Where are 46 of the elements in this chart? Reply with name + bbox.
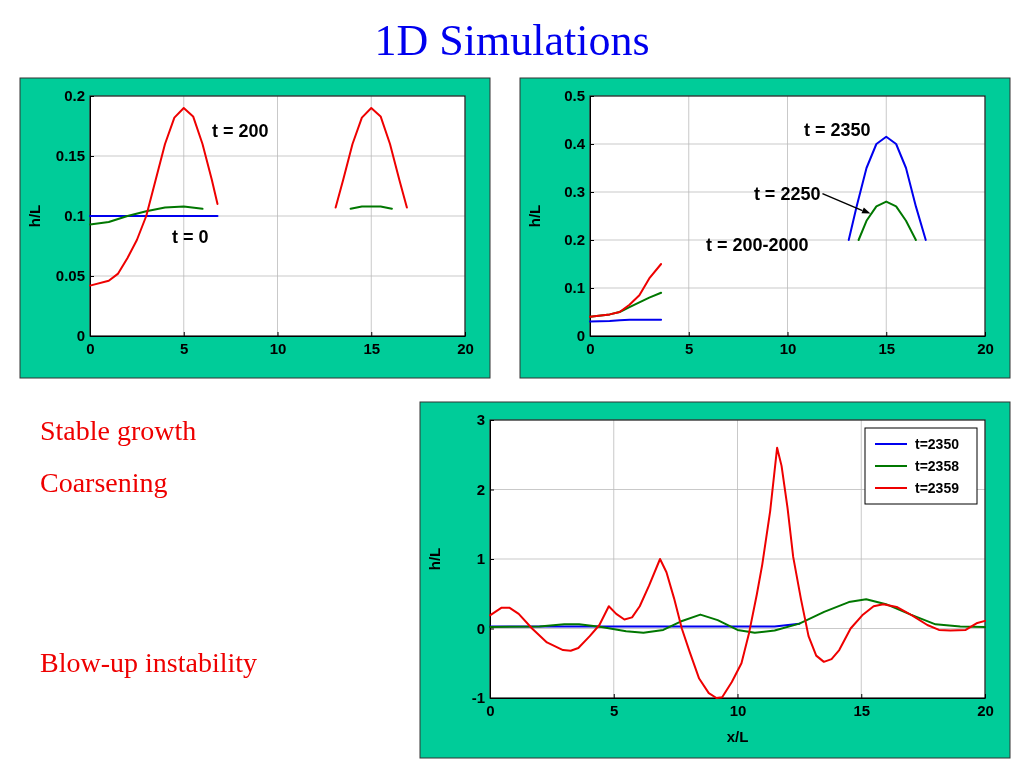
x-tick-label: 5 — [180, 339, 189, 357]
y-tick-label: 0.1 — [564, 279, 585, 297]
y-tick-label: 0.05 — [55, 267, 85, 285]
y-tick-label: 3 — [476, 411, 485, 429]
annotation: t = 2250 — [753, 183, 821, 204]
x-axis-title: x/L — [726, 728, 749, 745]
text: Blow-up instability — [40, 647, 257, 678]
y-tick-label: 2 — [476, 480, 485, 498]
y-tick-label: 0.15 — [55, 147, 85, 165]
x-tick-label: 5 — [685, 339, 694, 357]
annotation: t = 0 — [172, 227, 209, 247]
x-tick-label: 20 — [977, 339, 994, 357]
chart-title: 1D Simulations — [374, 16, 650, 65]
annotation: t = 200-2000 — [706, 235, 809, 255]
y-tick-label: 0.1 — [64, 207, 85, 225]
y-axis-title: h/L — [426, 547, 443, 571]
legend-label: t=2358 — [915, 457, 960, 474]
legend-label: t=2350 — [915, 435, 960, 452]
x-tick-label: 20 — [977, 701, 994, 719]
y-tick-label: 0.2 — [64, 87, 85, 105]
line-series — [489, 598, 986, 634]
x-tick-label: 10 — [779, 339, 797, 357]
x-tick-label: 10 — [729, 701, 747, 719]
text: Coarsening — [40, 467, 168, 498]
y-tick-label: 1 — [476, 550, 485, 568]
x-tick-label: 20 — [457, 339, 474, 357]
text: Stable growth — [40, 415, 197, 446]
annotation: t = 2350 — [804, 120, 871, 140]
y-tick-label: 0.2 — [564, 231, 585, 249]
y-tick-label: -1 — [471, 689, 485, 707]
y-tick-label: 0 — [576, 327, 585, 345]
y-axis-title: h/L — [526, 204, 543, 228]
legend-label: t=2359 — [915, 479, 960, 496]
x-tick-label: 5 — [610, 701, 619, 719]
x-tick-label: 15 — [878, 339, 896, 357]
y-tick-label: 0.4 — [564, 135, 586, 153]
y-axis-title: h/L — [26, 204, 43, 228]
y-tick-label: 0 — [476, 619, 485, 637]
line-series — [589, 263, 663, 318]
x-tick-label: 15 — [853, 701, 871, 719]
x-tick-label: 10 — [269, 339, 287, 357]
y-tick-label: 0.3 — [564, 183, 585, 201]
x-tick-label: 15 — [363, 339, 381, 357]
y-tick-label: 0.5 — [564, 87, 585, 105]
annotation: t = 200 — [212, 121, 269, 141]
y-tick-label: 0 — [76, 327, 85, 345]
